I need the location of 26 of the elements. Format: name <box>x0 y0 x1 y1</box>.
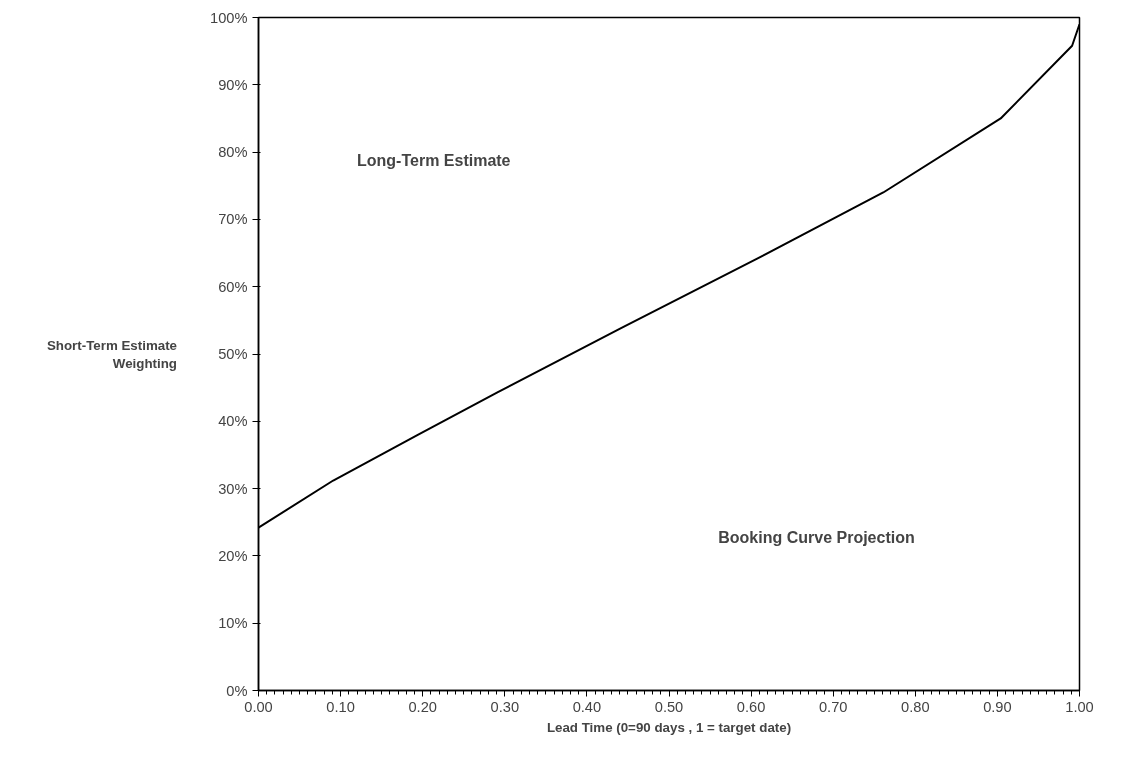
x-tick-label: 0.70 <box>818 698 848 715</box>
y-tick-label: 10% <box>218 615 248 632</box>
x-tick-label: 0.00 <box>244 698 273 715</box>
annotation: Booking Curve Projection <box>718 528 915 546</box>
x-axis-title: Lead Time (0=90 days , 1 = target date) <box>546 719 792 735</box>
x-tick-label: 0.10 <box>326 698 355 715</box>
y-tick-label: 100% <box>210 9 248 26</box>
y-tick-label: 80% <box>218 144 248 161</box>
y-axis-title: Short-Term Estimate Weighting <box>46 337 178 371</box>
y-tick-label: 30% <box>218 480 248 497</box>
y-tick-label: 50% <box>218 346 248 362</box>
y-tick-label: 90% <box>218 76 248 93</box>
x-tick-label: 0.30 <box>490 698 520 715</box>
x-tick-label: 0.90 <box>983 698 1012 715</box>
x-tick-label: 0.60 <box>736 698 766 715</box>
x-tick-label: 0.20 <box>408 698 437 715</box>
y-tick-label: 20% <box>218 547 248 564</box>
annotation: Long-Term Estimate <box>357 151 511 169</box>
y-tick-label: 40% <box>218 413 248 430</box>
y-tick-label: 60% <box>218 278 248 295</box>
y-tick-label: 70% <box>218 211 248 228</box>
x-tick-label: 0.40 <box>572 698 602 715</box>
x-tick-label: 1.00 <box>1065 698 1094 715</box>
x-tick-label: 0.50 <box>654 698 684 715</box>
y-tick-label: 0% <box>226 682 248 699</box>
x-tick-label: 0.80 <box>901 698 930 715</box>
